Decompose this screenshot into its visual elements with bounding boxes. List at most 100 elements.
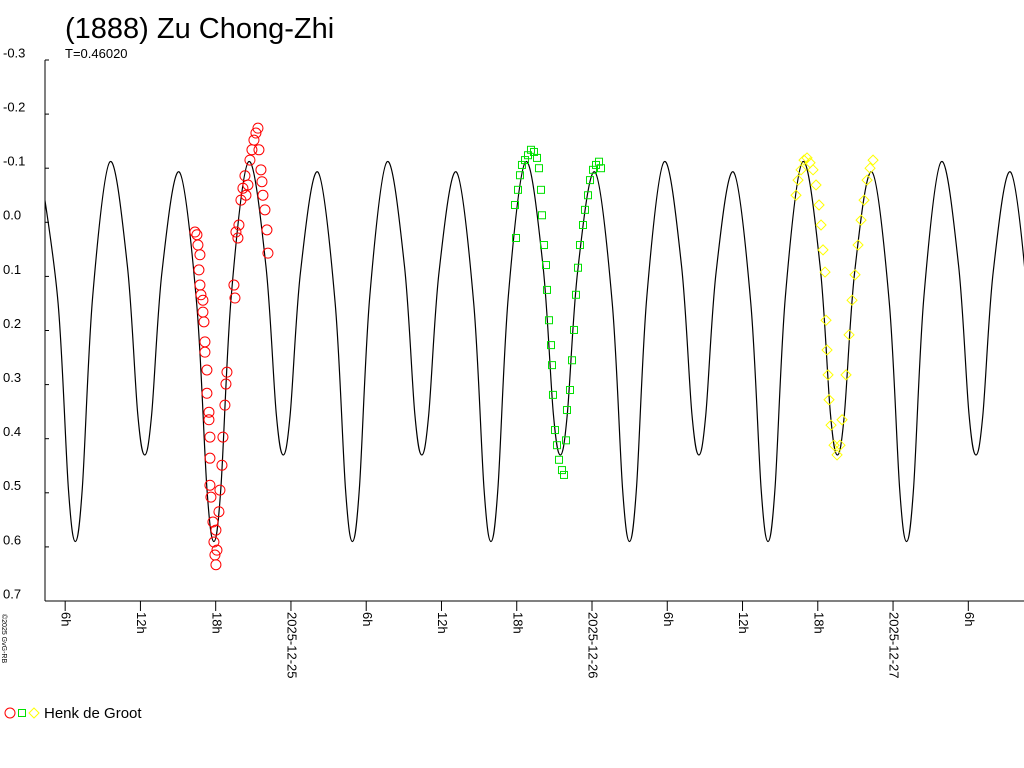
x-tick-label: 2025-12-25 xyxy=(285,612,300,679)
data-point xyxy=(253,144,265,156)
data-point xyxy=(207,516,219,528)
data-point xyxy=(534,164,543,173)
data-point xyxy=(198,316,210,328)
data-point xyxy=(214,484,226,496)
data-point xyxy=(840,369,852,381)
x-tick-label: 12h xyxy=(134,612,149,634)
data-point xyxy=(221,366,233,378)
x-tick-label: 12h xyxy=(736,612,751,634)
data-point xyxy=(213,506,225,518)
data-point xyxy=(846,294,858,306)
data-point xyxy=(240,189,252,201)
data-point xyxy=(822,369,834,381)
x-tick-label: 12h xyxy=(435,612,450,634)
y-tick-label: 0.3 xyxy=(3,370,21,385)
data-point xyxy=(597,164,606,173)
data-point xyxy=(551,426,560,435)
data-point xyxy=(208,536,220,548)
data-point xyxy=(194,249,206,261)
data-point xyxy=(544,316,553,325)
data-point xyxy=(244,154,256,166)
data-point xyxy=(552,441,561,450)
x-tick-label: 2025-12-26 xyxy=(586,612,601,679)
data-point xyxy=(571,290,580,299)
x-tick-label: 18h xyxy=(510,612,525,634)
x-tick-label: 6h xyxy=(59,612,74,626)
data-point xyxy=(578,221,587,230)
x-tick-label: 6h xyxy=(360,612,375,626)
legend-label: Henk de Groot xyxy=(44,705,142,722)
data-point xyxy=(852,239,864,251)
data-point xyxy=(586,176,595,185)
data-point xyxy=(539,241,548,250)
data-point xyxy=(817,244,829,256)
data-point xyxy=(575,241,584,250)
data-point xyxy=(562,406,571,415)
data-point xyxy=(252,122,264,134)
data-point xyxy=(210,524,222,536)
data-point xyxy=(595,157,604,166)
data-point xyxy=(819,266,831,278)
data-point xyxy=(569,325,578,334)
data-point xyxy=(861,174,873,186)
data-point xyxy=(561,436,570,445)
data-point xyxy=(205,491,217,503)
data-point xyxy=(201,364,213,376)
data-point xyxy=(191,229,203,241)
y-tick-label: 0.0 xyxy=(3,208,21,223)
data-point xyxy=(537,211,546,220)
data-point xyxy=(201,387,213,399)
y-tick-label: -0.1 xyxy=(3,154,25,169)
data-point xyxy=(547,361,556,370)
y-tick-label: -0.3 xyxy=(3,45,25,60)
data-point xyxy=(790,189,802,201)
data-point xyxy=(204,431,216,443)
data-point xyxy=(203,406,215,418)
data-point xyxy=(580,205,589,214)
data-point xyxy=(798,154,810,166)
data-point xyxy=(232,232,244,244)
data-point xyxy=(821,344,833,356)
y-tick-label: -0.2 xyxy=(3,100,25,115)
data-point xyxy=(810,179,822,191)
chart-subtitle: T=0.46020 xyxy=(65,46,128,61)
x-tick-label: 18h xyxy=(811,612,826,634)
data-point xyxy=(210,559,222,571)
data-point xyxy=(261,224,273,236)
data-point xyxy=(199,336,211,348)
data-point xyxy=(195,289,207,301)
data-point xyxy=(257,189,269,201)
x-tick-label: 6h xyxy=(661,612,676,626)
data-point xyxy=(510,200,519,209)
data-point xyxy=(583,191,592,200)
data-point xyxy=(858,194,870,206)
data-point xyxy=(250,127,262,139)
data-point xyxy=(548,390,557,399)
y-tick-label: 0.4 xyxy=(3,424,21,439)
data-point xyxy=(555,455,564,464)
legend-marker xyxy=(28,707,40,719)
data-point xyxy=(219,399,231,411)
data-point xyxy=(192,239,204,251)
data-point xyxy=(532,153,541,162)
data-point xyxy=(514,185,523,194)
data-point xyxy=(855,214,867,226)
data-point xyxy=(230,226,242,238)
chart-title: (1888) Zu Chong-Zhi xyxy=(65,13,334,45)
data-point xyxy=(204,452,216,464)
data-point xyxy=(813,199,825,211)
data-point xyxy=(801,152,813,164)
x-tick-label: 6h xyxy=(962,612,977,626)
data-point xyxy=(193,264,205,276)
x-tick-label: 2025-12-27 xyxy=(887,612,902,679)
y-tick-label: 0.6 xyxy=(3,532,21,547)
data-point xyxy=(248,134,260,146)
model-curve xyxy=(45,161,1024,543)
data-point xyxy=(836,414,848,426)
data-point xyxy=(220,378,232,390)
data-point xyxy=(574,263,583,272)
data-point xyxy=(807,164,819,176)
data-point xyxy=(831,449,843,461)
